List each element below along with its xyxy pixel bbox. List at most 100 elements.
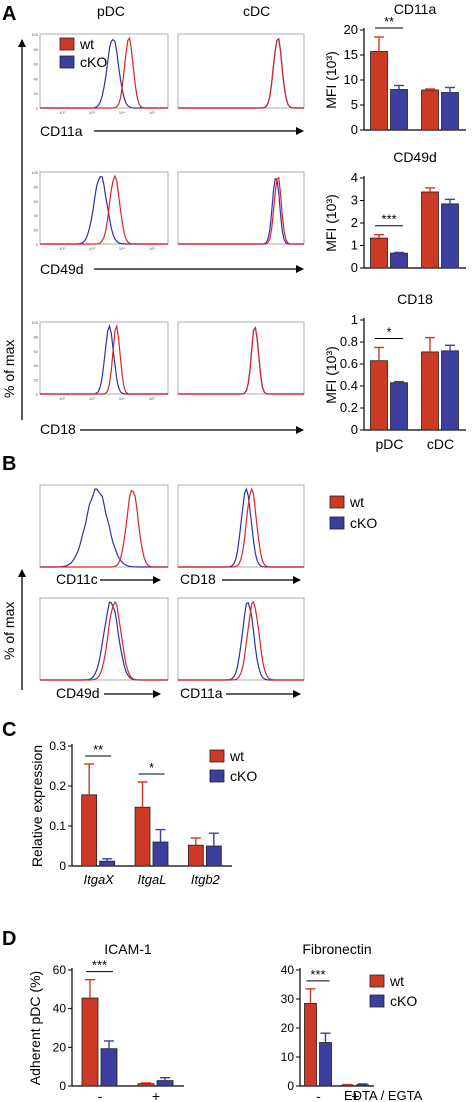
histogram-cd18-pdc: 0 20 40 60 80 100 10² 10³ 10⁴ 10⁵	[31, 320, 169, 401]
histogram-y-tick: 80	[34, 184, 39, 189]
y-tick-label: 10	[281, 1050, 295, 1064]
histogram-cd18-cdc	[177, 321, 305, 395]
histogram-y-tick: 0	[36, 392, 39, 397]
x-category-label: ItgaX	[83, 872, 115, 887]
histogram-cd18	[177, 484, 305, 568]
bar-cko	[441, 350, 459, 431]
histogram-cd11a-cdc	[177, 33, 305, 109]
histogram-curve-cko	[40, 176, 168, 245]
histogram-curve-cko	[178, 37, 304, 109]
chart-title: CD49d	[393, 149, 437, 165]
legend-label-wt: wt	[389, 973, 404, 989]
bar-wt	[81, 794, 98, 867]
histogram-x-tick: 10²	[59, 110, 65, 115]
histogram-y-tick: 0	[36, 242, 39, 247]
histogram-y-tick: 40	[34, 363, 39, 368]
histogram-curve-wt	[40, 323, 168, 395]
bar-wt	[134, 806, 151, 867]
legend-swatch-wt	[329, 495, 345, 509]
histogram-y-tick: 100	[31, 32, 38, 37]
y-tick-label: 3	[351, 193, 358, 208]
significance-label: ***	[92, 958, 107, 973]
histogram-frame	[39, 171, 169, 245]
x-axis-label: EDTA / EGTA	[344, 1088, 423, 1102]
bar-chart-fibronectin: 0 10 20 30 40 - + *** Fibronectin wt cKO EDTA / EGT…	[281, 941, 423, 1102]
y-tick-label: 0	[59, 1079, 66, 1093]
bar-wt	[187, 844, 204, 867]
histogram-frame	[39, 484, 169, 568]
histogram-curve-wt	[178, 326, 304, 395]
bar-wt	[421, 351, 439, 431]
bar-wt	[370, 360, 388, 431]
histogram-x-tick: 10²	[59, 246, 65, 251]
significance-label: *	[149, 760, 154, 775]
legend-swatch-cko	[369, 994, 385, 1008]
histogram-curve-wt	[178, 487, 304, 568]
bar-wt	[421, 89, 439, 131]
x-category-label: ItgaL	[138, 872, 167, 887]
histogram-x-tick: 10³	[89, 246, 95, 251]
legend-swatch-wt	[59, 37, 75, 51]
histogram-curve-cko	[178, 487, 304, 568]
histogram-frame	[39, 33, 169, 109]
y-tick-label: 0.1	[49, 819, 66, 833]
histogram-x-tick: 10³	[89, 396, 95, 401]
legend-label-cko: cKO	[390, 993, 417, 1009]
y-tick-label: 4	[351, 170, 358, 185]
legend-label-wt: wt	[79, 36, 94, 52]
y-tick-label: 1	[351, 312, 358, 327]
histogram-curve-cko	[178, 601, 304, 681]
legend-swatch-cko	[329, 516, 345, 530]
histogram-y-tick: 0	[36, 106, 39, 111]
y-axis-label: MFI (10³)	[323, 51, 339, 109]
marker-label-cd11a: CD11a	[180, 685, 223, 701]
significance-label: *	[386, 325, 391, 340]
histogram-curve-cko	[40, 601, 168, 681]
marker-label-cd18: CD18	[40, 421, 76, 437]
x-category-label: Itgb2	[191, 872, 221, 887]
bar-wt	[304, 1002, 317, 1087]
y-tick-label: 15	[344, 47, 358, 62]
histogram-frame	[177, 597, 305, 681]
bar-cko	[390, 89, 408, 131]
legend-swatch-wt	[369, 974, 385, 988]
legend-label-cko: cKO	[350, 515, 377, 531]
y-axis-label: MFI (10³)	[323, 194, 339, 252]
histogram-cd11a	[177, 597, 305, 681]
histogram-x-tick: 10⁵	[149, 110, 155, 115]
bar-chart-cd11a: 0 5 10 15 20 **CD11a MFI (10³)	[323, 1, 466, 137]
legend-swatch-cko	[59, 55, 75, 69]
bar-cko	[319, 1042, 332, 1087]
bar-cko	[205, 845, 222, 867]
histogram-curve-wt	[40, 489, 168, 568]
histogram-cd49d	[39, 597, 169, 681]
bar-wt	[370, 237, 388, 269]
histogram-y-tick: 60	[34, 62, 39, 67]
histogram-curve-wt	[178, 37, 304, 109]
x-category-label: pDC	[375, 436, 403, 452]
histogram-curve-cko	[40, 38, 168, 109]
y-tick-label: 30	[281, 992, 295, 1006]
y-tick-label: 20	[344, 22, 358, 37]
bar-cko	[441, 92, 459, 131]
histogram-curve-wt	[40, 36, 168, 109]
x-category-label: +	[351, 1088, 359, 1102]
bar-wt	[421, 191, 439, 269]
y-tick-label: 0.3	[49, 739, 66, 753]
chart-title: ICAM-1	[104, 941, 152, 957]
legend-swatch-cko	[209, 769, 225, 783]
y-tick-label: 40	[53, 1002, 67, 1016]
col-label-pdc: pDC	[97, 3, 125, 19]
marker-label-cd11a: CD11a	[40, 123, 83, 139]
histogram-curve-wt	[40, 174, 168, 245]
y-tick-label: 20	[281, 1021, 295, 1035]
marker-label-cd11c: CD11c	[56, 571, 98, 587]
y-axis-label: MFI (10³)	[323, 346, 339, 404]
histogram-frame	[177, 321, 305, 395]
panel-d-label: D	[2, 928, 16, 950]
y-tick-label: 40	[281, 963, 295, 977]
histogram-cd11c	[39, 484, 169, 568]
histogram-frame	[39, 597, 169, 681]
panel-a-label: A	[2, 3, 16, 25]
